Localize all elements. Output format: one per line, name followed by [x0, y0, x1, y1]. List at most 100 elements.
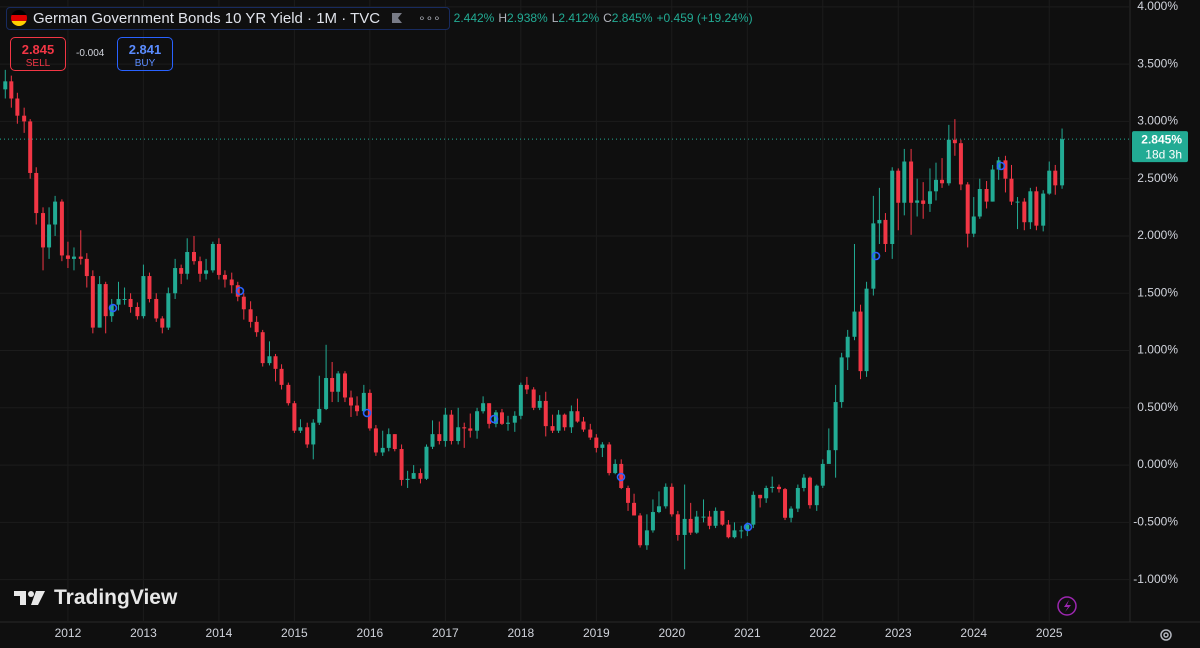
candle-body [600, 444, 605, 448]
event-marker[interactable] [616, 472, 626, 482]
candle-body [499, 412, 504, 424]
candle-body [386, 434, 391, 448]
candle-body [78, 256, 83, 259]
more-icon[interactable]: ∘∘∘ [418, 11, 441, 25]
candle-body [330, 378, 335, 392]
candle-body [927, 191, 932, 204]
candle-body [493, 412, 498, 424]
candle-body [764, 487, 769, 499]
candle-body [324, 378, 329, 409]
candle-body [71, 256, 76, 259]
candle-body [537, 400, 542, 408]
candle-body [550, 426, 555, 431]
buy-label: BUY [134, 58, 156, 69]
settings-icon[interactable] [1160, 629, 1172, 641]
candle-body [638, 515, 643, 546]
candle-body [890, 170, 895, 244]
candle-body [349, 397, 354, 406]
ohlc-value: 2.412% [558, 11, 600, 25]
candle-body [456, 427, 461, 442]
candle-body [952, 139, 957, 144]
candle-body [977, 189, 982, 217]
event-marker[interactable] [108, 303, 118, 313]
y-tick-label: -1.000% [1133, 572, 1178, 586]
candle-body [443, 414, 448, 442]
event-marker[interactable] [362, 408, 372, 418]
candle-body [562, 414, 567, 428]
event-marker[interactable] [871, 251, 881, 261]
candle-body [84, 258, 89, 277]
candle-body [569, 411, 574, 428]
candle-body [241, 296, 246, 310]
alert-icon[interactable] [1057, 596, 1077, 616]
flag-mark[interactable] [390, 11, 404, 25]
event-marker[interactable] [743, 522, 753, 532]
candle-body [669, 486, 674, 515]
candle-body [864, 288, 869, 372]
buy-button[interactable]: 2.841 BUY [117, 37, 173, 71]
last-price-box [1132, 131, 1188, 163]
candle-body [518, 384, 523, 416]
candle-body [575, 411, 580, 422]
candle-body [286, 384, 291, 404]
candle-body [210, 243, 215, 271]
spread: -0.004 [76, 48, 105, 59]
candle-body [632, 502, 637, 516]
candle-body [185, 252, 190, 274]
event-marker[interactable] [996, 161, 1006, 171]
candle-body [581, 421, 586, 430]
symbol-title[interactable]: German Government Bonds 10 YR Yield · 1M… [6, 6, 450, 30]
x-tick-label: 2020 [658, 626, 685, 640]
candle-body [940, 179, 945, 184]
y-tick-label: 3.000% [1137, 114, 1178, 128]
candle-body [216, 243, 221, 275]
candle-body [1022, 201, 1027, 223]
ohlc-value: 2.442% [453, 11, 495, 25]
candle-body [588, 429, 593, 438]
candle-body [701, 516, 706, 518]
candle-body [154, 298, 159, 319]
candle-body [675, 514, 680, 535]
candle-body [235, 285, 240, 297]
candle-body [204, 270, 209, 274]
candle-body [355, 405, 360, 412]
candle-body [965, 184, 970, 234]
candle-body [996, 160, 1001, 170]
x-tick-label: 2018 [507, 626, 534, 640]
event-marker[interactable] [489, 414, 499, 424]
candle-body [222, 274, 227, 280]
candle-body [650, 512, 655, 531]
logo[interactable]: TradingView [14, 586, 177, 610]
candle-body [147, 276, 152, 299]
candle-body [556, 414, 561, 431]
x-tick-label: 2024 [960, 626, 987, 640]
y-tick-label: 3.500% [1137, 56, 1178, 70]
sell-price: 2.845 [21, 42, 55, 57]
x-tick-label: 2012 [55, 626, 82, 640]
candle-body [430, 434, 435, 447]
candle-body [424, 446, 429, 479]
candle-body [971, 216, 976, 234]
candles [3, 69, 1065, 570]
candle-body [191, 252, 196, 262]
candle-body [267, 356, 272, 364]
candle-body [1041, 193, 1046, 226]
ohlc-value: 2.845% [611, 11, 653, 25]
candle-body [607, 444, 612, 474]
candle-body [179, 268, 184, 274]
x-tick-label: 2025 [1036, 626, 1063, 640]
y-tick-label: 0.500% [1137, 400, 1178, 414]
candle-body [1053, 170, 1058, 186]
candle-body [1047, 170, 1052, 194]
flag-icon [11, 10, 27, 26]
candle-body [317, 408, 322, 423]
candle-body [758, 494, 763, 499]
candle-body [475, 411, 480, 431]
candle-body [160, 318, 165, 328]
sell-button[interactable]: 2.845 SELL [10, 37, 66, 71]
candle-body [279, 368, 284, 385]
event-markers [108, 161, 1006, 532]
candle-body [28, 121, 33, 173]
candle-body [789, 508, 794, 518]
event-marker[interactable] [235, 286, 245, 296]
